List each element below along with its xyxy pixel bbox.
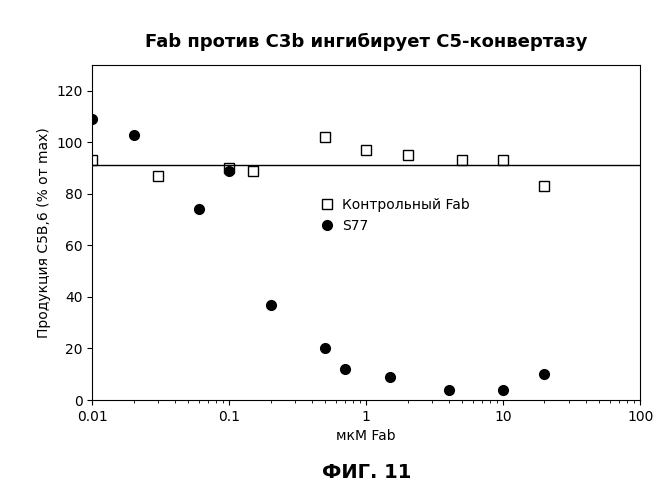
Контрольный Fab	[154, 173, 162, 179]
Text: Fab против С3b ингибирует С5-конвертазу: Fab против С3b ингибирует С5-конвертазу	[145, 32, 587, 50]
S77	[321, 346, 329, 352]
Контрольный Fab	[541, 183, 548, 189]
S77	[225, 168, 234, 173]
Line: S77: S77	[88, 114, 549, 394]
S77	[445, 386, 453, 392]
S77	[88, 116, 96, 122]
X-axis label: мкМ Fab: мкМ Fab	[337, 430, 396, 444]
Text: ФИГ. 11: ФИГ. 11	[321, 463, 411, 482]
S77	[129, 132, 137, 138]
S77	[387, 374, 395, 380]
Line: Контрольный Fab: Контрольный Fab	[88, 132, 549, 191]
Контрольный Fab	[458, 158, 466, 164]
Контрольный Fab	[499, 158, 507, 164]
S77	[541, 371, 548, 377]
S77	[499, 386, 507, 392]
Legend: Контрольный Fab, S77: Контрольный Fab, S77	[319, 198, 470, 233]
S77	[341, 366, 349, 372]
Контрольный Fab	[321, 134, 329, 140]
Y-axis label: Продукция С5В,6 (% от max): Продукция С5В,6 (% от max)	[37, 127, 51, 338]
Контрольный Fab	[362, 147, 370, 153]
S77	[195, 206, 203, 212]
S77	[267, 302, 275, 308]
Контрольный Fab	[249, 168, 257, 173]
Контрольный Fab	[225, 165, 234, 171]
Контрольный Fab	[88, 158, 96, 164]
Контрольный Fab	[403, 152, 411, 158]
